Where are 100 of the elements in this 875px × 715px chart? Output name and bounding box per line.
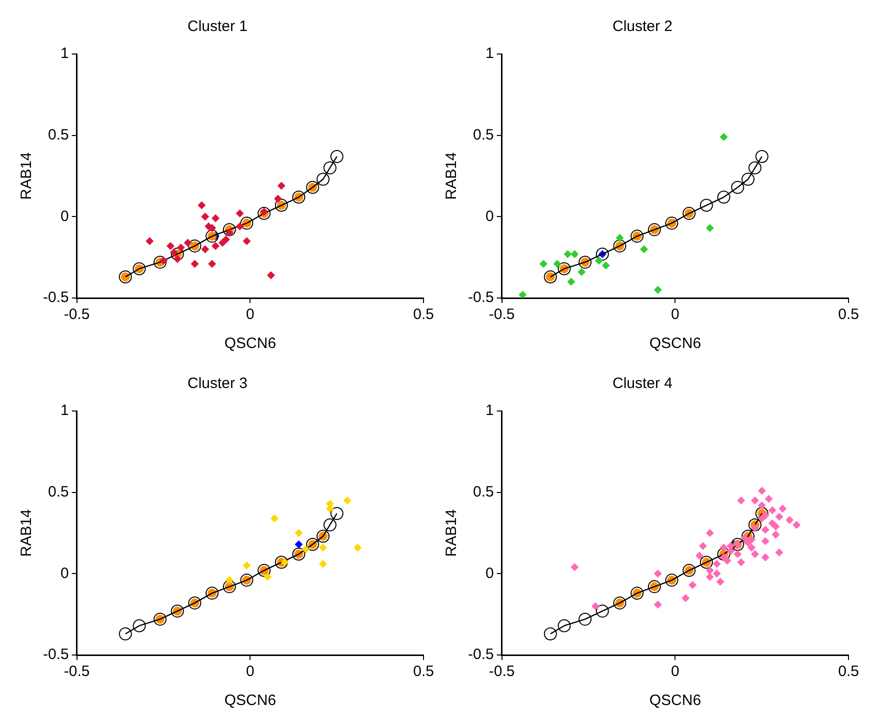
point [761, 553, 770, 562]
y-tick-label: 1 [60, 45, 69, 62]
point [758, 501, 766, 510]
point [578, 612, 592, 626]
point [201, 212, 210, 221]
point [518, 290, 527, 298]
point [640, 245, 648, 254]
point [616, 234, 624, 242]
point [775, 548, 784, 557]
point [570, 250, 579, 258]
point [602, 261, 610, 270]
point [778, 504, 787, 513]
x-axis-title: QSCN6 [224, 692, 276, 710]
point [682, 594, 690, 602]
x-axis-title: QSCN6 [224, 335, 276, 352]
chart-title: Cluster 2 [612, 18, 673, 36]
point [712, 570, 721, 578]
x-tick-label: 0.5 [838, 663, 860, 680]
y-tick-label: 0.5 [48, 483, 69, 500]
point [277, 182, 286, 190]
chart-title: Cluster 3 [187, 375, 248, 392]
point [737, 496, 746, 504]
point [688, 581, 697, 590]
point [343, 496, 352, 504]
point [212, 214, 220, 222]
y-tick-label: 0 [486, 564, 494, 582]
point [772, 530, 780, 539]
point [302, 545, 310, 554]
point [316, 172, 330, 186]
x-tick-label: 0.5 [413, 663, 434, 680]
point [264, 572, 272, 581]
point [567, 278, 576, 286]
y-tick-label: 0 [60, 208, 69, 225]
point [758, 486, 766, 495]
point [118, 627, 132, 640]
x-tick-label: 0.5 [413, 306, 434, 324]
x-tick-label: 0 [671, 663, 680, 680]
point [558, 619, 571, 632]
point [596, 604, 609, 618]
point [184, 238, 192, 247]
y-tick-label: 1 [486, 45, 494, 62]
point [654, 286, 662, 294]
point [706, 566, 714, 574]
point [319, 544, 328, 552]
y-tick-label: 0.5 [472, 483, 494, 500]
point [755, 150, 768, 163]
point [323, 518, 336, 532]
point [330, 506, 344, 520]
point [758, 514, 766, 522]
point [354, 544, 362, 552]
point [717, 190, 730, 204]
point [267, 271, 276, 280]
point [775, 512, 784, 521]
point [553, 260, 562, 268]
point [734, 550, 742, 558]
point [330, 150, 344, 163]
point [706, 224, 714, 232]
y-axis-title: RAB14 [18, 509, 36, 557]
point [706, 572, 714, 581]
point [737, 558, 746, 566]
y-tick-label: 0.5 [48, 126, 69, 144]
x-tick-label: 0.5 [838, 306, 860, 324]
point [539, 260, 548, 268]
point [750, 496, 759, 504]
y-tick-label: 1 [60, 402, 69, 420]
point [242, 562, 251, 570]
y-tick-label: -0.5 [468, 289, 494, 306]
point [731, 180, 744, 194]
point [236, 222, 244, 230]
point [761, 537, 770, 546]
point [319, 560, 328, 568]
y-tick-label: 0 [486, 208, 494, 225]
point [747, 544, 756, 552]
y-axis-title: RAB14 [18, 152, 36, 200]
y-tick-label: -0.5 [42, 289, 69, 306]
x-tick-label: 0 [246, 306, 254, 324]
point [166, 242, 174, 250]
point [146, 237, 154, 246]
point [198, 201, 206, 210]
point [772, 522, 780, 530]
chart-title: Cluster 4 [612, 375, 673, 392]
x-axis-title: QSCN6 [649, 335, 702, 352]
x-tick-label: 0 [246, 663, 254, 680]
point [242, 237, 251, 246]
point [218, 238, 226, 247]
point [695, 552, 704, 560]
point [596, 248, 609, 261]
point [654, 600, 662, 609]
point [212, 242, 220, 250]
point [594, 256, 603, 265]
chart-title: Cluster 1 [187, 18, 248, 36]
y-axis-title: RAB14 [443, 509, 460, 557]
point [270, 514, 278, 522]
point [748, 161, 762, 174]
point [132, 619, 146, 632]
point [274, 194, 282, 203]
point [720, 132, 728, 141]
point [201, 245, 210, 254]
point [720, 544, 728, 552]
point [764, 494, 773, 503]
